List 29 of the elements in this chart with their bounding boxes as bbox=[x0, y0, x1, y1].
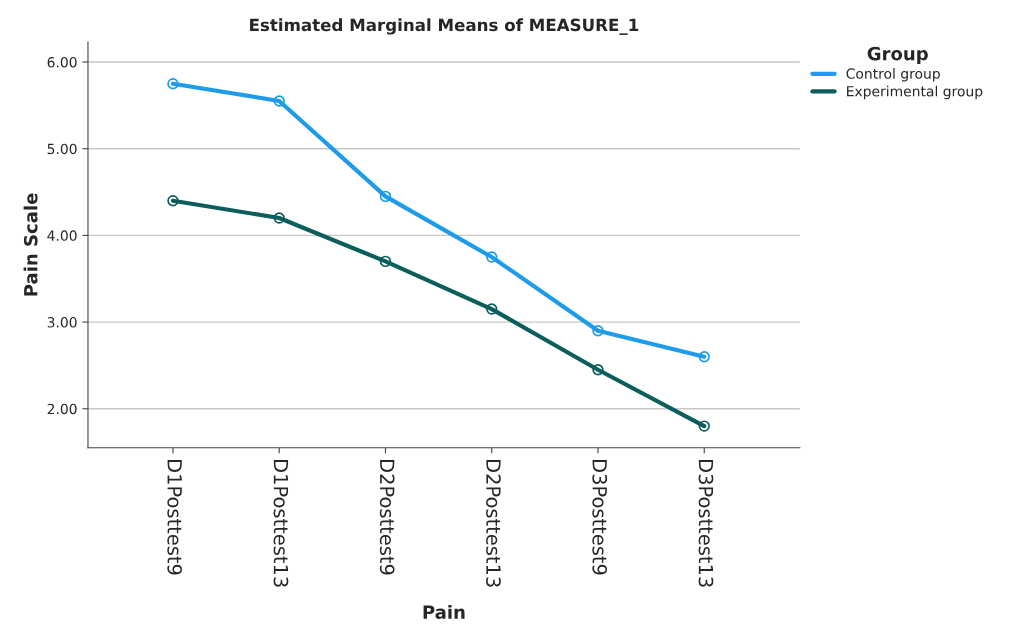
x-tick-label: D1Posttest13 bbox=[273, 460, 289, 587]
point bbox=[698, 351, 710, 363]
point bbox=[592, 364, 604, 376]
legend-label: Control group bbox=[846, 68, 940, 82]
point bbox=[167, 195, 179, 207]
point bbox=[592, 325, 604, 337]
x-tick-label: D2Posttest13 bbox=[486, 460, 501, 587]
point bbox=[698, 420, 710, 432]
y-tick-label: 5.00 bbox=[47, 143, 77, 155]
x-tick-label: D1Posttest9 bbox=[167, 460, 183, 575]
y-tick-label: 2.00 bbox=[47, 403, 77, 415]
y-tick-label: 3.00 bbox=[47, 317, 77, 328]
point bbox=[379, 190, 392, 203]
point bbox=[167, 77, 179, 90]
legend-title: Group bbox=[867, 46, 928, 64]
point bbox=[486, 251, 498, 263]
x-tick-label: D2Posttest9 bbox=[379, 460, 395, 575]
x-tick-label: D3Posttest13 bbox=[698, 460, 714, 587]
y-tick-label: 4.00 bbox=[47, 230, 77, 241]
x-tick-label: D3Posttest9 bbox=[592, 460, 608, 575]
y-axis-title: Pain Scale bbox=[23, 193, 38, 296]
legend-label: Experimental group bbox=[847, 85, 983, 100]
y-tick-label: 6.00 bbox=[47, 56, 77, 68]
point bbox=[273, 95, 285, 107]
point bbox=[273, 212, 285, 224]
point bbox=[379, 255, 392, 268]
x-axis-title: Pain bbox=[423, 604, 465, 619]
chart-title: Estimated Marginal Means of MEASURE_1 bbox=[250, 18, 639, 35]
point bbox=[486, 303, 498, 315]
